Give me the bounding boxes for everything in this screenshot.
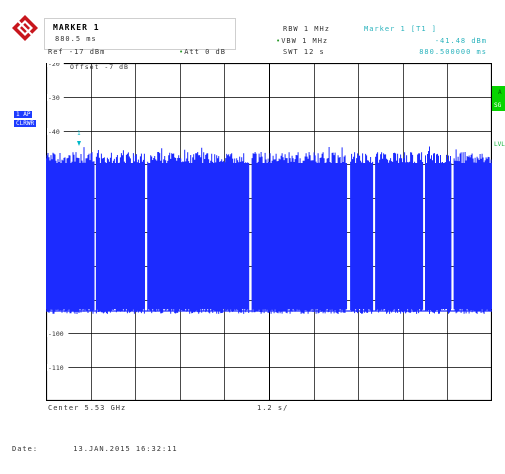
y-label-bg xyxy=(47,94,64,101)
offset-label-group: Offset -7 dB xyxy=(70,63,129,71)
attenuation: •Att 0 dB xyxy=(179,48,226,56)
y-tick-label: -20 xyxy=(48,63,60,68)
marker-1-triangle xyxy=(77,141,81,146)
trace-noise xyxy=(46,147,95,314)
marker-index: 1 xyxy=(77,130,81,137)
vbw-setting: •VBW 1 MHz xyxy=(276,37,329,45)
y-label-bg xyxy=(47,63,64,67)
y-axis-labels: -20 -30 -40 -100 -110 xyxy=(47,63,69,372)
marker-box-title: MARKER 1 xyxy=(53,23,100,32)
trace-noise xyxy=(147,147,250,314)
marker-1-group: 1 xyxy=(77,130,81,146)
trace-noise xyxy=(95,150,145,314)
trace-noise xyxy=(375,152,424,314)
y-label-bg xyxy=(47,330,69,337)
att-dot: • xyxy=(179,48,185,56)
trace-mode-label: CLRWR xyxy=(14,120,37,127)
trace-noise xyxy=(350,152,374,314)
marker-box-time: 880.5 ms xyxy=(55,35,97,43)
reference-level: Ref -17 dBm xyxy=(48,48,106,56)
center-frequency: Center 5.53 GHz xyxy=(48,404,127,412)
marker-readout-time: 880.500000 ms xyxy=(419,48,487,56)
y-tick-label: -110 xyxy=(48,364,64,372)
marker-info-box: MARKER 1 880.5 ms xyxy=(44,18,236,50)
trace-label: 1 AP xyxy=(14,111,33,118)
right-status-bar xyxy=(492,86,505,111)
right-sg-label: SG xyxy=(494,102,502,109)
trace-1 xyxy=(46,146,492,314)
right-a-label: A xyxy=(498,89,502,96)
spectrum-plot[interactable]: -20 -30 -40 -100 -110 Offset -7 dB 1 xyxy=(46,63,492,401)
y-tick-label: -100 xyxy=(48,330,64,338)
trace-noise xyxy=(425,146,451,314)
y-label-bg xyxy=(47,364,69,371)
marker-readout-level: -41.48 dBm xyxy=(434,37,487,45)
y-tick-label: -30 xyxy=(48,94,60,102)
date-line: Date: 13.JAN.2015 16:32:11 xyxy=(12,445,178,453)
y-label-bg xyxy=(47,128,64,135)
date-label: Date: xyxy=(12,445,39,453)
marker-readout-label: Marker 1 [T1 ] xyxy=(364,25,438,33)
trace-noise xyxy=(453,149,492,314)
trace-noise xyxy=(251,147,347,314)
vbw-dot: • xyxy=(276,37,282,45)
right-lvl-label: LVL xyxy=(494,141,505,148)
date-value: 13.JAN.2015 16:32:11 xyxy=(73,445,178,453)
span-per-division: 1.2 s/ xyxy=(257,404,289,412)
rbw-setting: RBW 1 MHz xyxy=(283,25,330,33)
offset-label: Offset -7 dB xyxy=(70,63,129,71)
sweep-time: SWT 12 s xyxy=(283,48,325,56)
rohde-schwarz-logo xyxy=(12,15,38,41)
y-tick-label: -40 xyxy=(48,128,60,136)
